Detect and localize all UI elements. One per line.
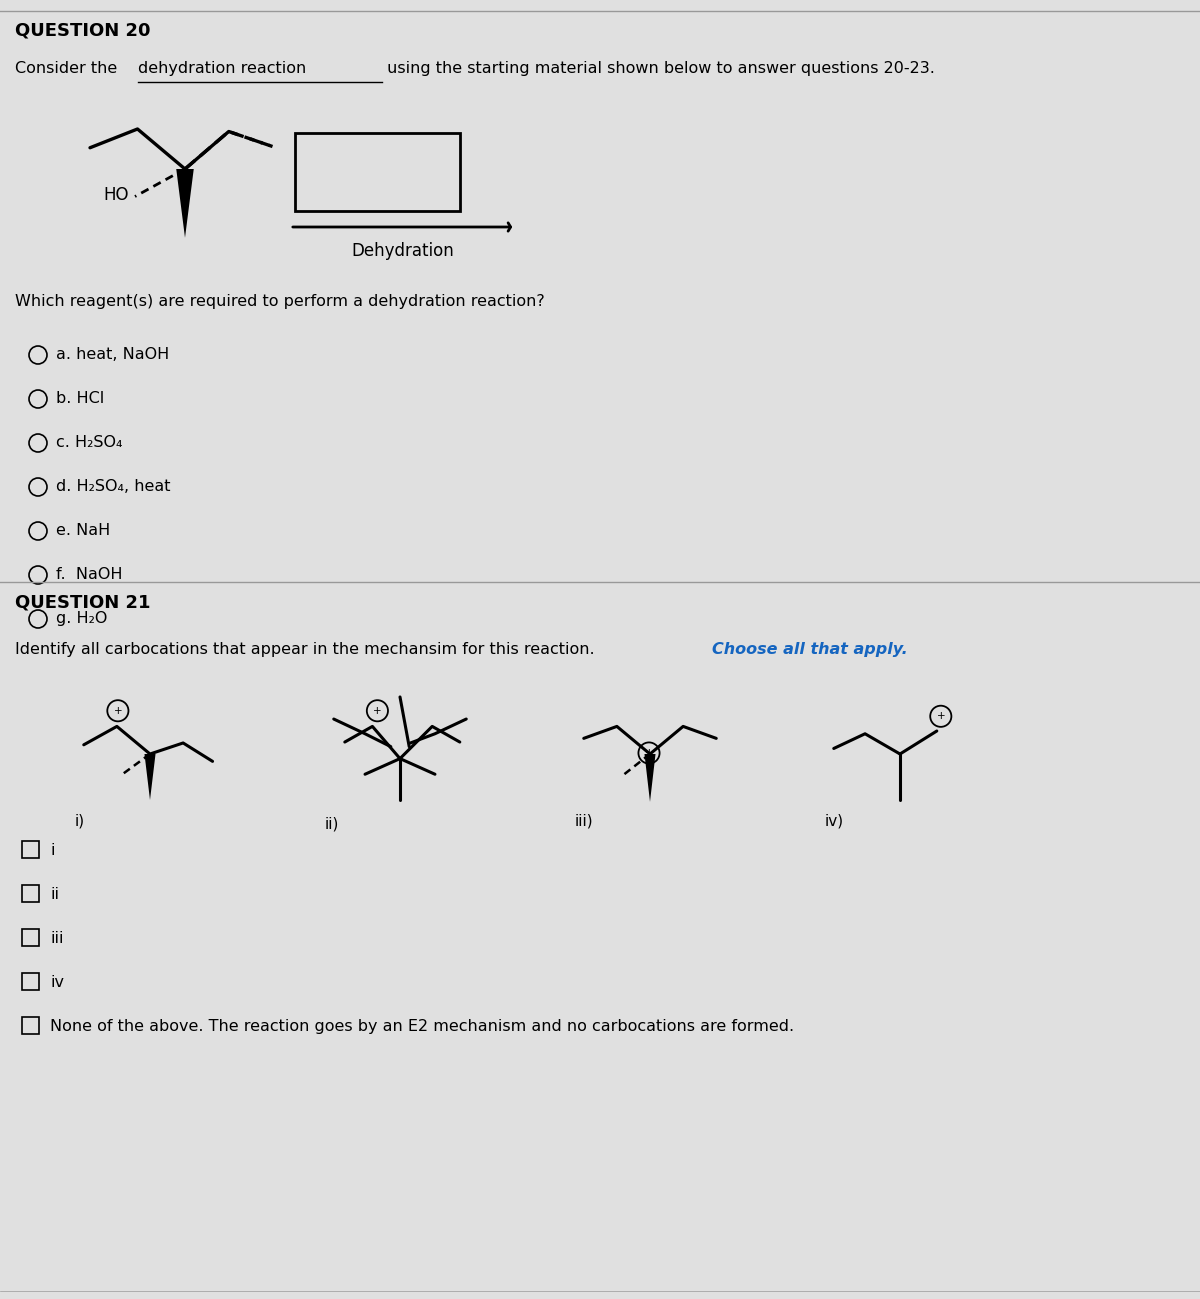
Text: dehydration reaction: dehydration reaction bbox=[138, 61, 306, 77]
Text: i): i) bbox=[74, 813, 85, 829]
Text: b. HCl: b. HCl bbox=[56, 391, 104, 407]
Text: QUESTION 21: QUESTION 21 bbox=[14, 594, 150, 612]
Text: +: + bbox=[373, 705, 382, 716]
Bar bbox=[22, 1017, 38, 1034]
Text: HO: HO bbox=[103, 186, 130, 204]
Text: Consider the: Consider the bbox=[14, 61, 122, 77]
Text: using the starting material shown below to answer questions 20-23.: using the starting material shown below … bbox=[382, 61, 935, 77]
Bar bbox=[22, 885, 38, 902]
Text: d. H₂SO₄, heat: d. H₂SO₄, heat bbox=[56, 479, 170, 494]
Polygon shape bbox=[176, 169, 193, 238]
Bar bbox=[295, 132, 460, 210]
Text: None of the above. The reaction goes by an E2 mechanism and no carbocations are : None of the above. The reaction goes by … bbox=[50, 1018, 794, 1034]
Text: i: i bbox=[50, 843, 54, 859]
Text: iv: iv bbox=[50, 976, 64, 990]
Text: iii): iii) bbox=[575, 813, 593, 829]
Text: Choose all that apply.: Choose all that apply. bbox=[712, 642, 907, 657]
Text: +: + bbox=[114, 705, 122, 716]
Bar bbox=[22, 973, 38, 990]
Text: c. H₂SO₄: c. H₂SO₄ bbox=[56, 435, 122, 449]
Text: Dehydration: Dehydration bbox=[352, 242, 454, 260]
Text: iv): iv) bbox=[824, 813, 844, 829]
Text: g. H₂O: g. H₂O bbox=[56, 611, 107, 626]
Polygon shape bbox=[644, 753, 655, 801]
Text: +: + bbox=[936, 712, 946, 721]
Text: e. NaH: e. NaH bbox=[56, 523, 110, 538]
Text: a. heat, NaOH: a. heat, NaOH bbox=[56, 347, 169, 362]
Text: ii): ii) bbox=[324, 817, 338, 831]
Text: QUESTION 20: QUESTION 20 bbox=[14, 21, 150, 39]
Text: ii: ii bbox=[50, 887, 59, 902]
Bar bbox=[22, 840, 38, 859]
Bar bbox=[22, 929, 38, 946]
Text: Which reagent(s) are required to perform a dehydration reaction?: Which reagent(s) are required to perform… bbox=[14, 294, 545, 309]
Polygon shape bbox=[144, 753, 156, 800]
Text: Identify all carbocations that appear in the mechansim for this reaction.: Identify all carbocations that appear in… bbox=[14, 642, 600, 657]
Text: iii: iii bbox=[50, 931, 64, 946]
Text: f.  NaOH: f. NaOH bbox=[56, 566, 122, 582]
Text: +: + bbox=[644, 748, 653, 759]
